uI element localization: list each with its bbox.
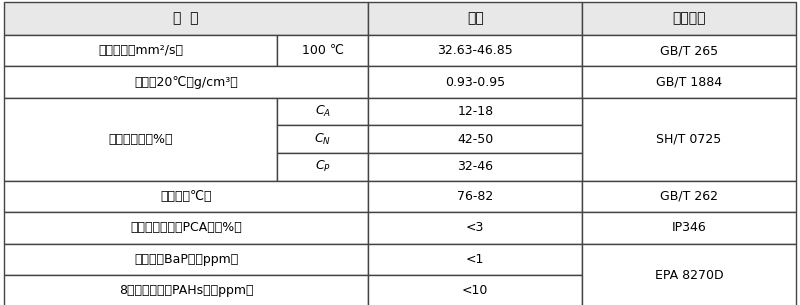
Bar bbox=[368, 66, 582, 98]
Bar bbox=[368, 212, 582, 244]
Bar bbox=[582, 35, 796, 66]
Bar bbox=[4, 244, 368, 275]
Bar bbox=[278, 153, 368, 181]
Bar bbox=[278, 35, 368, 66]
Text: GB/T 262: GB/T 262 bbox=[660, 190, 718, 203]
Text: GB/T 1884: GB/T 1884 bbox=[656, 76, 722, 89]
Text: 结果: 结果 bbox=[467, 11, 484, 25]
Bar bbox=[4, 2, 368, 35]
Bar bbox=[278, 98, 368, 125]
Text: 检验方法: 检验方法 bbox=[672, 11, 706, 25]
Bar bbox=[4, 181, 368, 212]
Text: SH/T 0725: SH/T 0725 bbox=[657, 133, 722, 146]
Bar bbox=[582, 244, 796, 305]
Bar bbox=[368, 2, 582, 35]
Text: 多环芳烃含量（PCA）（%）: 多环芳烃含量（PCA）（%） bbox=[130, 221, 242, 234]
Text: EPA 8270D: EPA 8270D bbox=[654, 268, 723, 282]
Text: 32-46: 32-46 bbox=[458, 160, 494, 173]
Bar bbox=[368, 98, 582, 125]
Bar bbox=[278, 125, 368, 153]
Bar bbox=[582, 181, 796, 212]
Bar bbox=[582, 66, 796, 98]
Text: 结构族组成（%）: 结构族组成（%） bbox=[108, 133, 173, 146]
Bar bbox=[368, 244, 582, 275]
Bar bbox=[4, 98, 278, 181]
Bar bbox=[368, 125, 582, 153]
Text: 密度（20℃，g/cm³）: 密度（20℃，g/cm³） bbox=[134, 76, 238, 89]
Text: $C_A$: $C_A$ bbox=[314, 104, 331, 119]
Text: 项  目: 项 目 bbox=[174, 11, 199, 25]
Text: 100 ℃: 100 ℃ bbox=[302, 44, 344, 57]
Bar bbox=[368, 35, 582, 66]
Bar bbox=[4, 275, 368, 305]
Text: <1: <1 bbox=[466, 253, 485, 266]
Bar bbox=[582, 2, 796, 35]
Text: 0.93-0.95: 0.93-0.95 bbox=[445, 76, 506, 89]
Text: 12-18: 12-18 bbox=[457, 105, 494, 118]
Text: $C_P$: $C_P$ bbox=[314, 159, 330, 174]
Text: GB/T 265: GB/T 265 bbox=[660, 44, 718, 57]
Text: <3: <3 bbox=[466, 221, 485, 234]
Text: <10: <10 bbox=[462, 284, 489, 297]
Bar bbox=[368, 153, 582, 181]
Text: 8种稠环芳烃（PAHs）（ppm）: 8种稠环芳烃（PAHs）（ppm） bbox=[119, 284, 254, 297]
Text: IP346: IP346 bbox=[672, 221, 706, 234]
Text: $C_N$: $C_N$ bbox=[314, 132, 331, 147]
Bar bbox=[368, 181, 582, 212]
Bar bbox=[4, 212, 368, 244]
Text: 32.63-46.85: 32.63-46.85 bbox=[438, 44, 513, 57]
Text: 42-50: 42-50 bbox=[457, 133, 494, 146]
Text: 苯胺点（℃）: 苯胺点（℃） bbox=[161, 190, 212, 203]
Text: 运动粘度（mm²/s）: 运动粘度（mm²/s） bbox=[98, 44, 183, 57]
Bar bbox=[4, 35, 278, 66]
Bar bbox=[582, 98, 796, 181]
Text: 76-82: 76-82 bbox=[457, 190, 494, 203]
Bar bbox=[582, 212, 796, 244]
Bar bbox=[4, 66, 368, 98]
Bar bbox=[368, 275, 582, 305]
Text: 苯并芘（BaP）（ppm）: 苯并芘（BaP）（ppm） bbox=[134, 253, 238, 266]
